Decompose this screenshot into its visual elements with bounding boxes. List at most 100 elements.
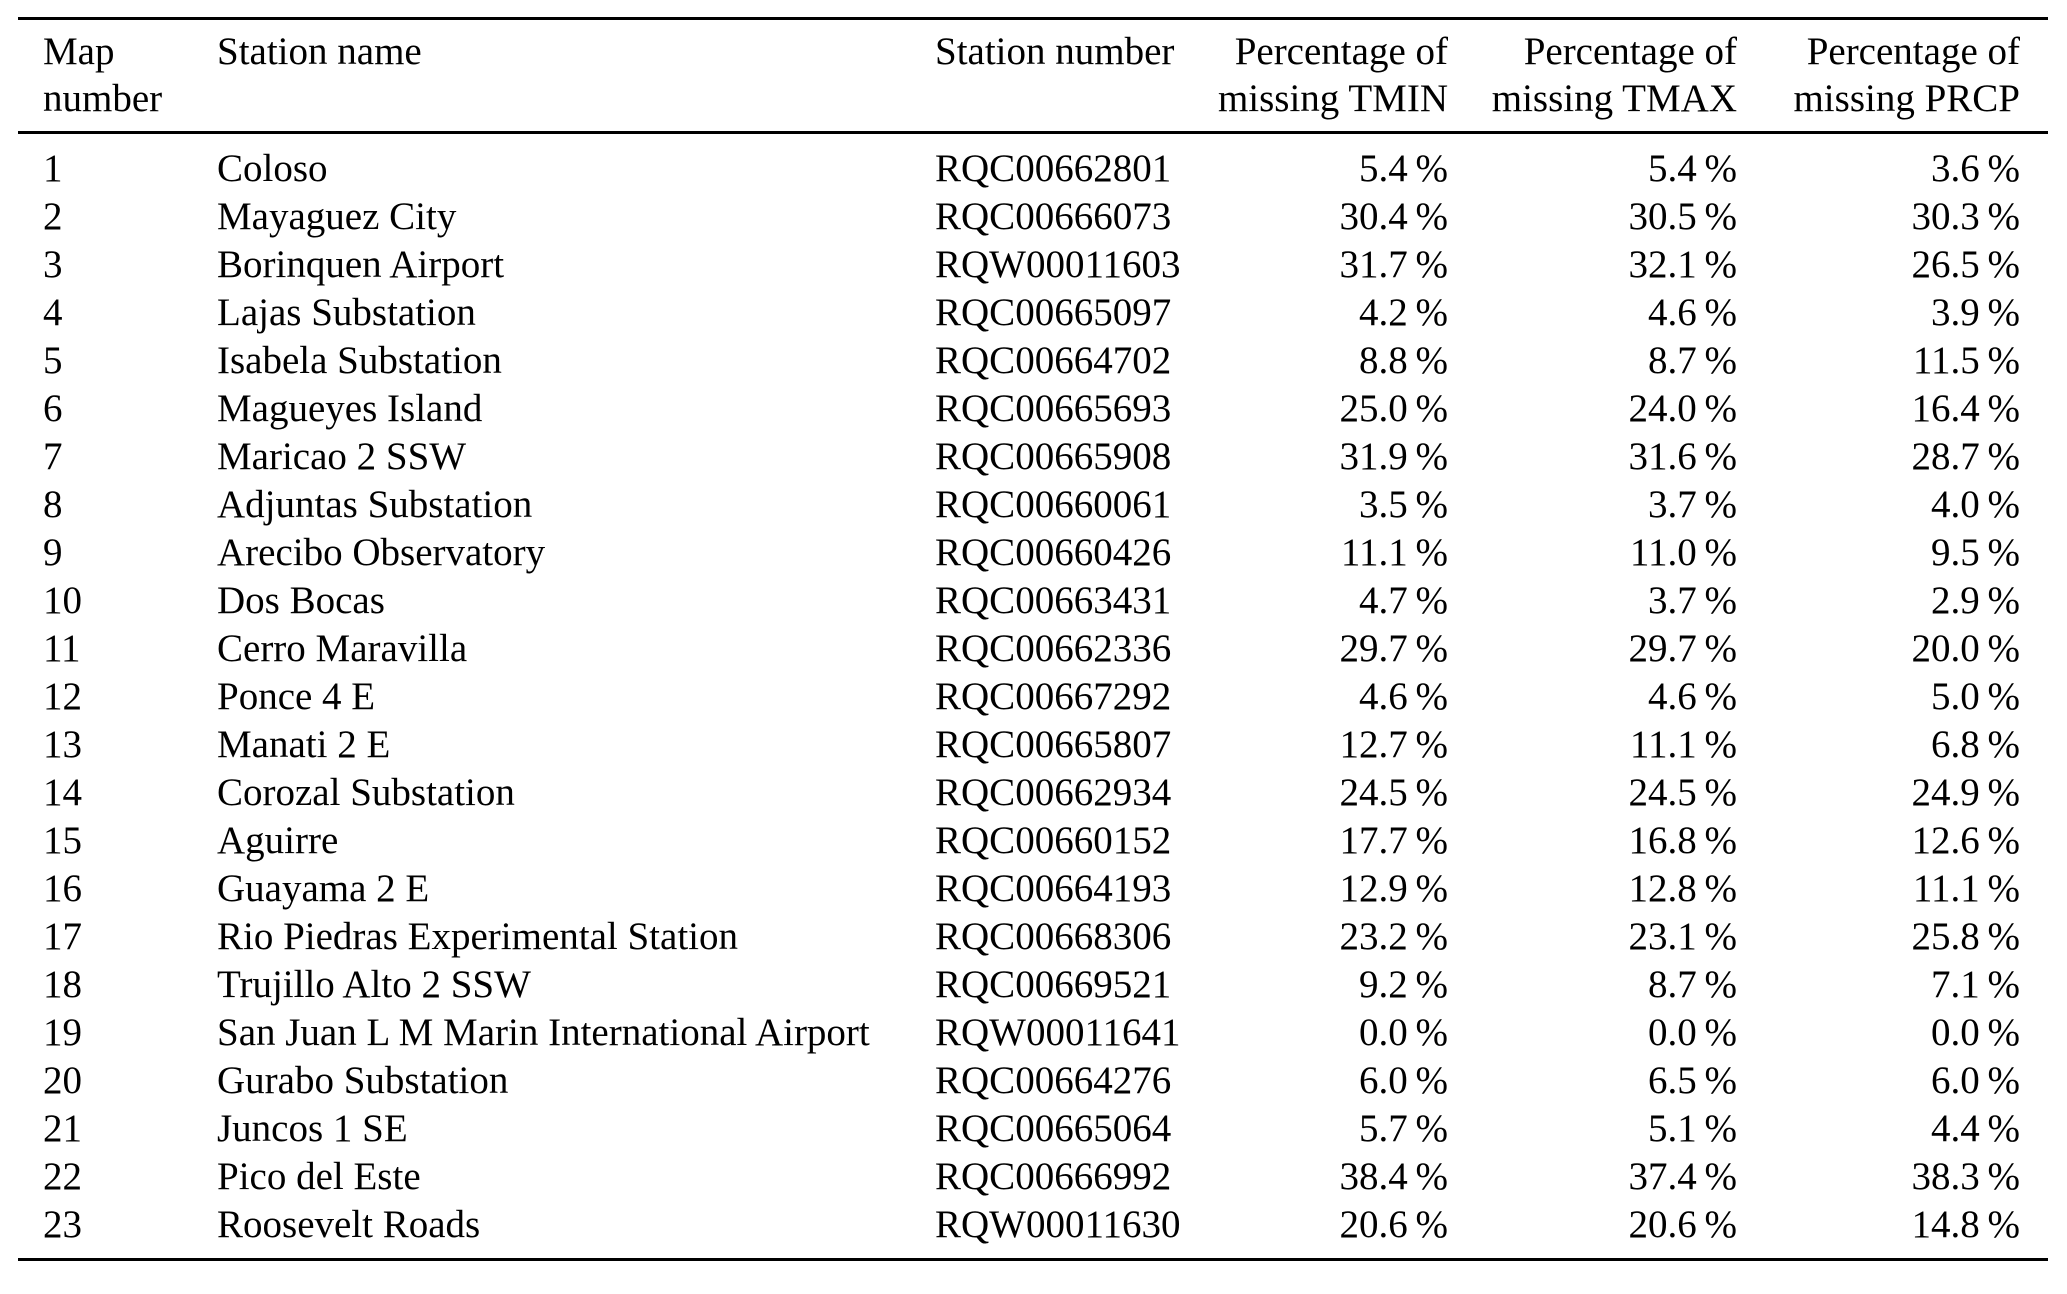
cell-map-number: 21: [43, 1107, 82, 1150]
cell-tmin: 31.7 %: [1339, 243, 1448, 286]
table-row: 12 Ponce 4 E RQC00667292 4.6 % 4.6 % 5.0 %: [18, 673, 2048, 721]
station-missing-data-table: Map number Station name Station number P…: [18, 17, 2048, 1261]
header-station-number-label: Station number: [935, 30, 1175, 73]
cell-station-number: RQC00660152: [935, 819, 1172, 862]
cell-map-number: 1: [43, 147, 63, 190]
cell-station-name: Aguirre: [217, 819, 339, 862]
cell-map-number: 3: [43, 243, 63, 286]
cell-tmin: 23.2 %: [1339, 915, 1448, 958]
header-map-number: Map number: [18, 17, 217, 134]
cell-station-name: Adjuntas Substation: [217, 483, 533, 526]
cell-map-number: 17: [43, 915, 82, 958]
cell-station-name: Guayama 2 E: [217, 867, 430, 910]
header-map-number-line1: Map: [43, 30, 115, 73]
cell-prcp: 5.0 %: [1930, 675, 2020, 718]
table-row: 10 Dos Bocas RQC00663431 4.7 % 3.7 % 2.9 %: [18, 577, 2048, 625]
cell-station-name: Ponce 4 E: [217, 675, 376, 718]
cell-tmax: 32.1 %: [1628, 243, 1737, 286]
cell-tmax: 0.0 %: [1647, 1011, 1737, 1054]
cell-tmax: 20.6 %: [1448, 1201, 1737, 1261]
table-row: 22 Pico del Este RQC00666992 38.4 % 37.4 % 38…: [18, 1153, 2048, 1201]
header-row: Map number Station name Station number P…: [18, 17, 2048, 134]
cell-tmin: 25.0 %: [1339, 387, 1448, 430]
cell-station-name: Trujillo Alto 2 SSW: [217, 963, 531, 1006]
cell-station-name: Roosevelt Roads: [217, 1201, 935, 1261]
table-row: 1 Coloso RQC00662801 5.4 % 5.4 % 3.6 %: [18, 133, 2048, 194]
cell-tmin: 3.5 %: [1358, 483, 1448, 526]
cell-station-name: Juncos 1 SE: [217, 1107, 408, 1150]
cell-map-number: 8: [43, 483, 63, 526]
cell-prcp: 11.1 %: [1912, 867, 2020, 910]
cell-station-number: RQC00665908: [935, 435, 1172, 478]
cell-tmin: 30.4 %: [1339, 195, 1448, 238]
cell-tmax: 8.7 %: [1647, 339, 1737, 382]
table-row: 3 Borinquen Airport RQW00011603 31.7 % 32.1 …: [18, 241, 2048, 289]
cell-tmin: 31.9 %: [1339, 435, 1448, 478]
header-missing-tmin-line2: missing TMIN: [1217, 77, 1448, 120]
cell-tmin: 38.4 %: [1339, 1155, 1448, 1198]
cell-prcp: 4.4 %: [1930, 1107, 2020, 1150]
cell-tmin: 5.7 %: [1358, 1107, 1448, 1150]
table-row: 7 Maricao 2 SSW RQC00665908 31.9 % 31.6 % 28.…: [18, 433, 2048, 481]
table-row: 2 Mayaguez City RQC00666073 30.4 % 30.5 % 30.…: [18, 193, 2048, 241]
cell-tmin: 24.5 %: [1339, 771, 1448, 814]
cell-station-name: Corozal Substation: [217, 771, 515, 814]
cell-station-name: Coloso: [217, 147, 328, 190]
cell-station-number: RQC00664276: [935, 1059, 1172, 1102]
cell-prcp: 25.8 %: [1911, 915, 2020, 958]
cell-map-number: 23: [18, 1201, 217, 1261]
cell-map-number: 2: [43, 195, 63, 238]
table-row: 5 Isabela Substation RQC00664702 8.8 % 8.7 %…: [18, 337, 2048, 385]
cell-tmax: 37.4 %: [1628, 1155, 1737, 1198]
cell-station-name: Dos Bocas: [217, 579, 385, 622]
cell-map-number: 7: [43, 435, 63, 478]
cell-map-number: 20: [43, 1059, 82, 1102]
cell-map-number: 4: [43, 291, 63, 334]
cell-prcp: 26.5 %: [1911, 243, 2020, 286]
table-row: 20 Gurabo Substation RQC00664276 6.0 % 6.5 %…: [18, 1057, 2048, 1105]
header-map-number-line2: number: [43, 77, 163, 120]
cell-tmax: 6.5 %: [1647, 1059, 1737, 1102]
cell-map-number: 12: [43, 675, 82, 718]
cell-map-number: 11: [43, 627, 81, 670]
cell-prcp: 38.3 %: [1911, 1155, 2020, 1198]
cell-tmin: 12.9 %: [1339, 867, 1448, 910]
cell-tmax: 8.7 %: [1647, 963, 1737, 1006]
header-missing-tmin-line1: Percentage of: [1234, 30, 1448, 73]
cell-tmax: 31.6 %: [1628, 435, 1737, 478]
header-missing-prcp-line1: Percentage of: [1806, 30, 2020, 73]
cell-map-number: 6: [43, 387, 63, 430]
cell-tmin: 11.1 %: [1340, 531, 1448, 574]
table-row: 19 San Juan L M Marin International Airpo…: [18, 1009, 2048, 1057]
header-missing-tmax-line1: Percentage of: [1523, 30, 1737, 73]
cell-tmax: 23.1 %: [1628, 915, 1737, 958]
cell-station-number: RQW00011630: [935, 1201, 1190, 1261]
cell-tmin: 8.8 %: [1358, 339, 1448, 382]
cell-tmin: 4.6 %: [1358, 675, 1448, 718]
header-missing-prcp-line2: missing PRCP: [1793, 77, 2020, 120]
cell-map-number: 9: [43, 531, 63, 574]
cell-map-number: 13: [43, 723, 82, 766]
cell-prcp: 7.1 %: [1930, 963, 2020, 1006]
cell-station-number: RQC00664193: [935, 867, 1172, 910]
header-missing-tmax-line2: missing TMAX: [1491, 77, 1737, 120]
cell-station-name: Rio Piedras Experimental Station: [217, 915, 738, 958]
cell-prcp: 0.0 %: [1930, 1011, 2020, 1054]
header-station-number: Station number: [935, 17, 1190, 134]
cell-station-name: Maricao 2 SSW: [217, 435, 467, 478]
cell-tmin: 0.0 %: [1358, 1011, 1448, 1054]
header-station-name-label: Station name: [217, 30, 422, 73]
cell-station-name: Gurabo Substation: [217, 1059, 509, 1102]
header-missing-tmax: Percentage of missing TMAX: [1448, 17, 1737, 134]
cell-tmax: 11.0 %: [1629, 531, 1737, 574]
cell-prcp: 9.5 %: [1930, 531, 2020, 574]
cell-tmax: 30.5 %: [1628, 195, 1737, 238]
header-station-name: Station name: [217, 17, 935, 134]
cell-tmax: 24.0 %: [1628, 387, 1737, 430]
cell-station-number: RQC00668306: [935, 915, 1172, 958]
table-row: 23 Roosevelt Roads RQW00011630 20.6 % 20.6 %…: [18, 1201, 2048, 1261]
cell-tmax: 4.6 %: [1647, 675, 1737, 718]
cell-prcp: 11.5 %: [1912, 339, 2020, 382]
cell-station-name: Manati 2 E: [217, 723, 391, 766]
cell-station-number: RQC00665097: [935, 291, 1172, 334]
